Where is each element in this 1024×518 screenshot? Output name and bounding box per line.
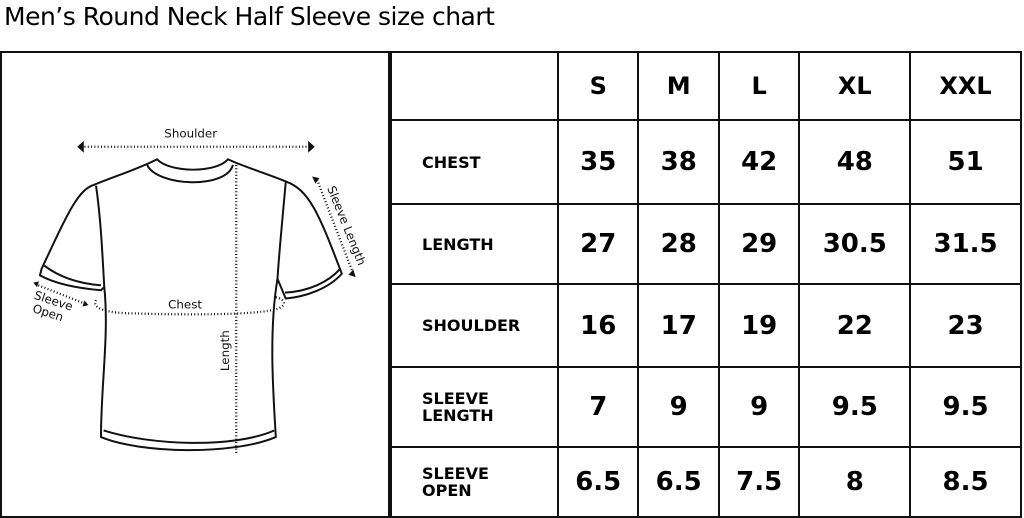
- measurement-label: SLEEVE OPEN: [390, 446, 559, 518]
- size-value: 6.5: [556, 446, 640, 518]
- size-value: 7: [556, 366, 640, 448]
- size-header: L: [717, 51, 801, 121]
- table-row: CHEST 35 38 42 48 51: [390, 119, 1022, 205]
- measurement-label-line: CHEST: [422, 152, 481, 172]
- measurement-label: LENGTH: [390, 203, 559, 285]
- size-header: XXL: [909, 51, 1022, 121]
- left-armhole: [95, 185, 106, 288]
- size-value: 17: [637, 283, 720, 368]
- size-value: 22: [798, 283, 912, 368]
- table-row: SLEEVE LENGTH 7 9 9 9.5 9.5: [390, 366, 1022, 448]
- table-row: SLEEVE OPEN 6.5 6.5 7.5 8 8.5: [390, 446, 1022, 518]
- size-value: 16: [556, 283, 640, 368]
- measurement-label-line: LENGTH: [422, 406, 494, 425]
- measurement-label: CHEST: [390, 119, 559, 205]
- size-table: S M L XL XXL CHEST 35 38 42 48 51 LENGTH 27 28 29…: [390, 51, 1022, 518]
- size-value: 6.5: [637, 446, 720, 518]
- size-value: 29: [717, 203, 801, 285]
- size-value: 51: [909, 119, 1022, 205]
- hem-line: [103, 429, 275, 444]
- measurement-label: SHOULDER: [390, 283, 559, 368]
- size-header: S: [556, 51, 640, 121]
- size-value: 27: [556, 203, 640, 285]
- measurement-label-line: SLEEVE: [422, 464, 489, 483]
- size-value: 8: [798, 446, 912, 518]
- size-value: 9: [637, 366, 720, 448]
- chest-label: Chest: [168, 297, 202, 311]
- size-value: 35: [556, 119, 640, 205]
- measurement-label-line: LENGTH: [422, 234, 494, 254]
- measurement-label-line: SHOULDER: [422, 316, 521, 335]
- table-row: SHOULDER 16 17 19 22 23: [390, 283, 1022, 368]
- size-value: 28: [637, 203, 720, 285]
- size-header-row: S M L XL XXL: [390, 51, 1022, 121]
- size-value: 9.5: [798, 366, 912, 448]
- page-title: Men’s Round Neck Half Sleeve size chart: [4, 2, 495, 31]
- size-value: 38: [637, 119, 720, 205]
- tshirt-diagram: Shoulder Chest Length Sleeve Length Slee…: [0, 51, 390, 518]
- size-value: 9.5: [909, 366, 1022, 448]
- size-header: XL: [798, 51, 912, 121]
- collar-line: [146, 164, 234, 184]
- size-value: 8.5: [909, 446, 1022, 518]
- size-value: 23: [909, 283, 1022, 368]
- left-cuff: [43, 264, 102, 287]
- size-value: 30.5: [798, 203, 912, 285]
- size-value: 9: [717, 366, 801, 448]
- size-header: M: [637, 51, 720, 121]
- right-cuff: [285, 268, 341, 294]
- size-value: 31.5: [909, 203, 1022, 285]
- size-value: 48: [798, 119, 912, 205]
- measurement-label-line: OPEN: [422, 481, 472, 500]
- size-value: 42: [717, 119, 801, 205]
- corner-cell: [390, 51, 559, 121]
- tshirt-outline: [38, 158, 343, 452]
- shoulder-label: Shoulder: [164, 127, 217, 141]
- tshirt-illustration: Shoulder Chest Length Sleeve Length Slee…: [31, 127, 369, 454]
- length-label: Length: [218, 330, 232, 371]
- right-armhole: [276, 182, 287, 279]
- measurement-label: SLEEVE LENGTH: [390, 366, 559, 448]
- size-value: 7.5: [717, 446, 801, 518]
- sleeve-length-label: Sleeve Length: [324, 184, 369, 268]
- table-row: LENGTH 27 28 29 30.5 31.5: [390, 203, 1022, 285]
- measurement-label-line: SLEEVE: [422, 389, 489, 408]
- size-value: 19: [717, 283, 801, 368]
